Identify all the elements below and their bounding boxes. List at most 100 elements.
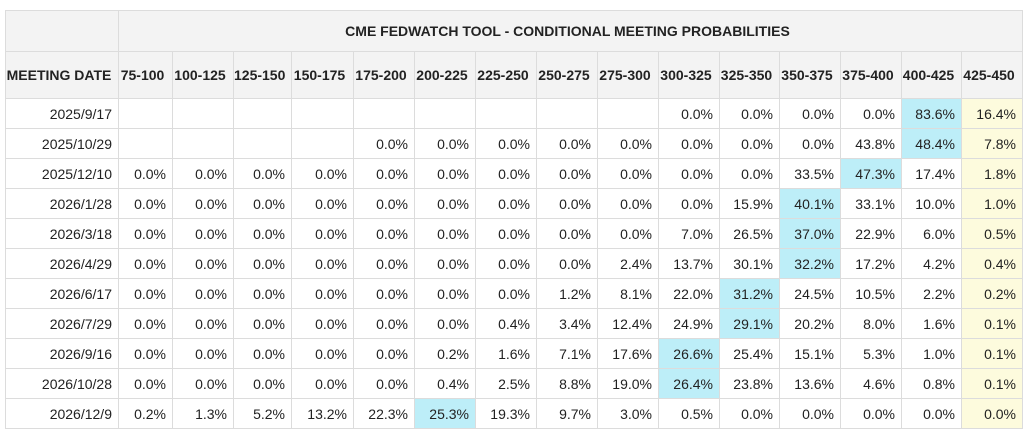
probability-cell: 47.3% [840,158,902,189]
header-row: MEETING DATE 75-100 100-125 125-150 150-175… [5,51,1023,99]
probability-cell: 6.0% [901,218,962,249]
probability-cell: 37.0% [779,218,841,249]
probability-cell: 0.0% [172,218,234,249]
probability-cell: 17.4% [901,158,962,189]
probability-cell: 0.0% [291,188,354,219]
probability-cell: 0.2% [118,398,173,429]
table-row: 2026/1/28 0.0% 0.0% 0.0% 0.0% 0.0% 0.0% 0.0% 0.0… [5,188,1023,219]
probability-cell: 0.0% [353,218,415,249]
rate-range-header: 275-300 [597,51,659,99]
probability-cell: 19.3% [475,398,537,429]
probability-cell: 26.4% [658,368,720,399]
probability-cell: 15.1% [779,338,841,369]
rate-range-header: 375-400 [840,51,902,99]
meeting-date-cell: 2026/9/16 [5,338,119,369]
probability-cell: 0.0% [118,158,173,189]
meeting-date-cell: 2026/7/29 [5,308,119,339]
probability-cell [118,128,173,159]
meeting-date-cell: 2026/12/9 [5,398,119,429]
probability-cell: 10.0% [901,188,962,219]
rate-range-header: 325-350 [719,51,780,99]
probability-cell [597,98,659,129]
probability-cell: 0.0% [118,338,173,369]
probability-cell: 17.2% [840,248,902,279]
probability-cell [291,128,354,159]
probability-cell: 13.7% [658,248,720,279]
probability-cell: 0.0% [658,158,720,189]
probability-cell: 0.0% [414,248,476,279]
probability-cell: 13.6% [779,368,841,399]
probability-cell: 22.3% [353,398,415,429]
probability-cell: 0.0% [658,128,720,159]
probability-cell: 2.2% [901,278,962,309]
probability-cell: 0.0% [233,218,292,249]
probability-cell: 2.4% [597,248,659,279]
probability-cell: 0.0% [353,188,415,219]
probability-cell [291,98,354,129]
probability-cell: 0.0% [118,188,173,219]
probability-cell: 0.0% [233,188,292,219]
probability-cell: 0.0% [414,188,476,219]
rate-range-header: 175-200 [353,51,415,99]
probability-cell: 0.0% [719,398,780,429]
probability-cell: 4.6% [840,368,902,399]
probability-cell: 15.9% [719,188,780,219]
table-row: 2026/7/29 0.0% 0.0% 0.0% 0.0% 0.0% 0.0% 0.4% 3.4… [5,308,1023,339]
corner-cell [5,10,119,52]
rate-range-header: 425-450 [961,51,1023,99]
probability-cell: 0.8% [901,368,962,399]
probability-cell: 0.5% [658,398,720,429]
probability-cell: 0.0% [353,308,415,339]
probability-cell: 0.0% [901,398,962,429]
probability-cell [172,98,234,129]
probability-cell: 0.0% [172,188,234,219]
probability-cell: 1.2% [536,278,598,309]
probability-cell: 0.0% [118,218,173,249]
probability-cell: 0.0% [118,278,173,309]
probability-cell: 0.0% [414,158,476,189]
probability-cell: 0.0% [118,248,173,279]
probability-cell: 0.0% [233,338,292,369]
probability-cell: 0.0% [353,338,415,369]
probability-cell: 0.0% [536,128,598,159]
probability-cell [353,98,415,129]
probability-cell: 0.1% [961,368,1023,399]
meeting-date-cell: 2025/10/29 [5,128,119,159]
probability-cell: 25.3% [414,398,476,429]
probability-cell: 9.7% [536,398,598,429]
probability-cell: 1.3% [172,398,234,429]
probability-cell: 13.2% [291,398,354,429]
table-row: 2025/12/10 0.0% 0.0% 0.0% 0.0% 0.0% 0.0% 0.0% 0.… [5,158,1023,189]
meeting-date-cell: 2026/1/28 [5,188,119,219]
probability-cell: 0.1% [961,308,1023,339]
probability-cell: 20.2% [779,308,841,339]
table-row: 2025/9/17 0.0% 0.0% 0.0% 0.0% 83.6% 16.4% [5,98,1023,129]
probability-cell: 7.1% [536,338,598,369]
probability-cell: 0.0% [840,98,902,129]
rate-range-header: 250-275 [536,51,598,99]
probability-cell: 26.5% [719,218,780,249]
probability-cell: 0.0% [597,128,659,159]
probability-cell: 0.0% [233,368,292,399]
probability-cell: 0.0% [658,98,720,129]
probability-cell: 5.2% [233,398,292,429]
probability-cell: 1.0% [961,188,1023,219]
probability-cell: 30.1% [719,248,780,279]
probability-cell: 0.0% [414,128,476,159]
probability-cell: 16.4% [961,98,1023,129]
probability-cell: 3.4% [536,308,598,339]
probability-cell [536,98,598,129]
probability-cell: 0.0% [291,218,354,249]
probability-cell [233,98,292,129]
probability-cell: 1.6% [475,338,537,369]
probability-cell: 0.0% [658,188,720,219]
table-title: CME FEDWATCH TOOL - CONDITIONAL MEETING … [118,10,1023,52]
probability-cell: 19.0% [597,368,659,399]
probability-cell: 24.9% [658,308,720,339]
table-row: 2026/3/18 0.0% 0.0% 0.0% 0.0% 0.0% 0.0% 0.0% 0.0… [5,218,1023,249]
probability-cell: 0.4% [961,248,1023,279]
rate-range-header: 225-250 [475,51,537,99]
table-row: 2026/6/17 0.0% 0.0% 0.0% 0.0% 0.0% 0.0% 0.0% 1.2… [5,278,1023,309]
probability-cell: 0.0% [475,188,537,219]
probability-cell: 24.5% [779,278,841,309]
